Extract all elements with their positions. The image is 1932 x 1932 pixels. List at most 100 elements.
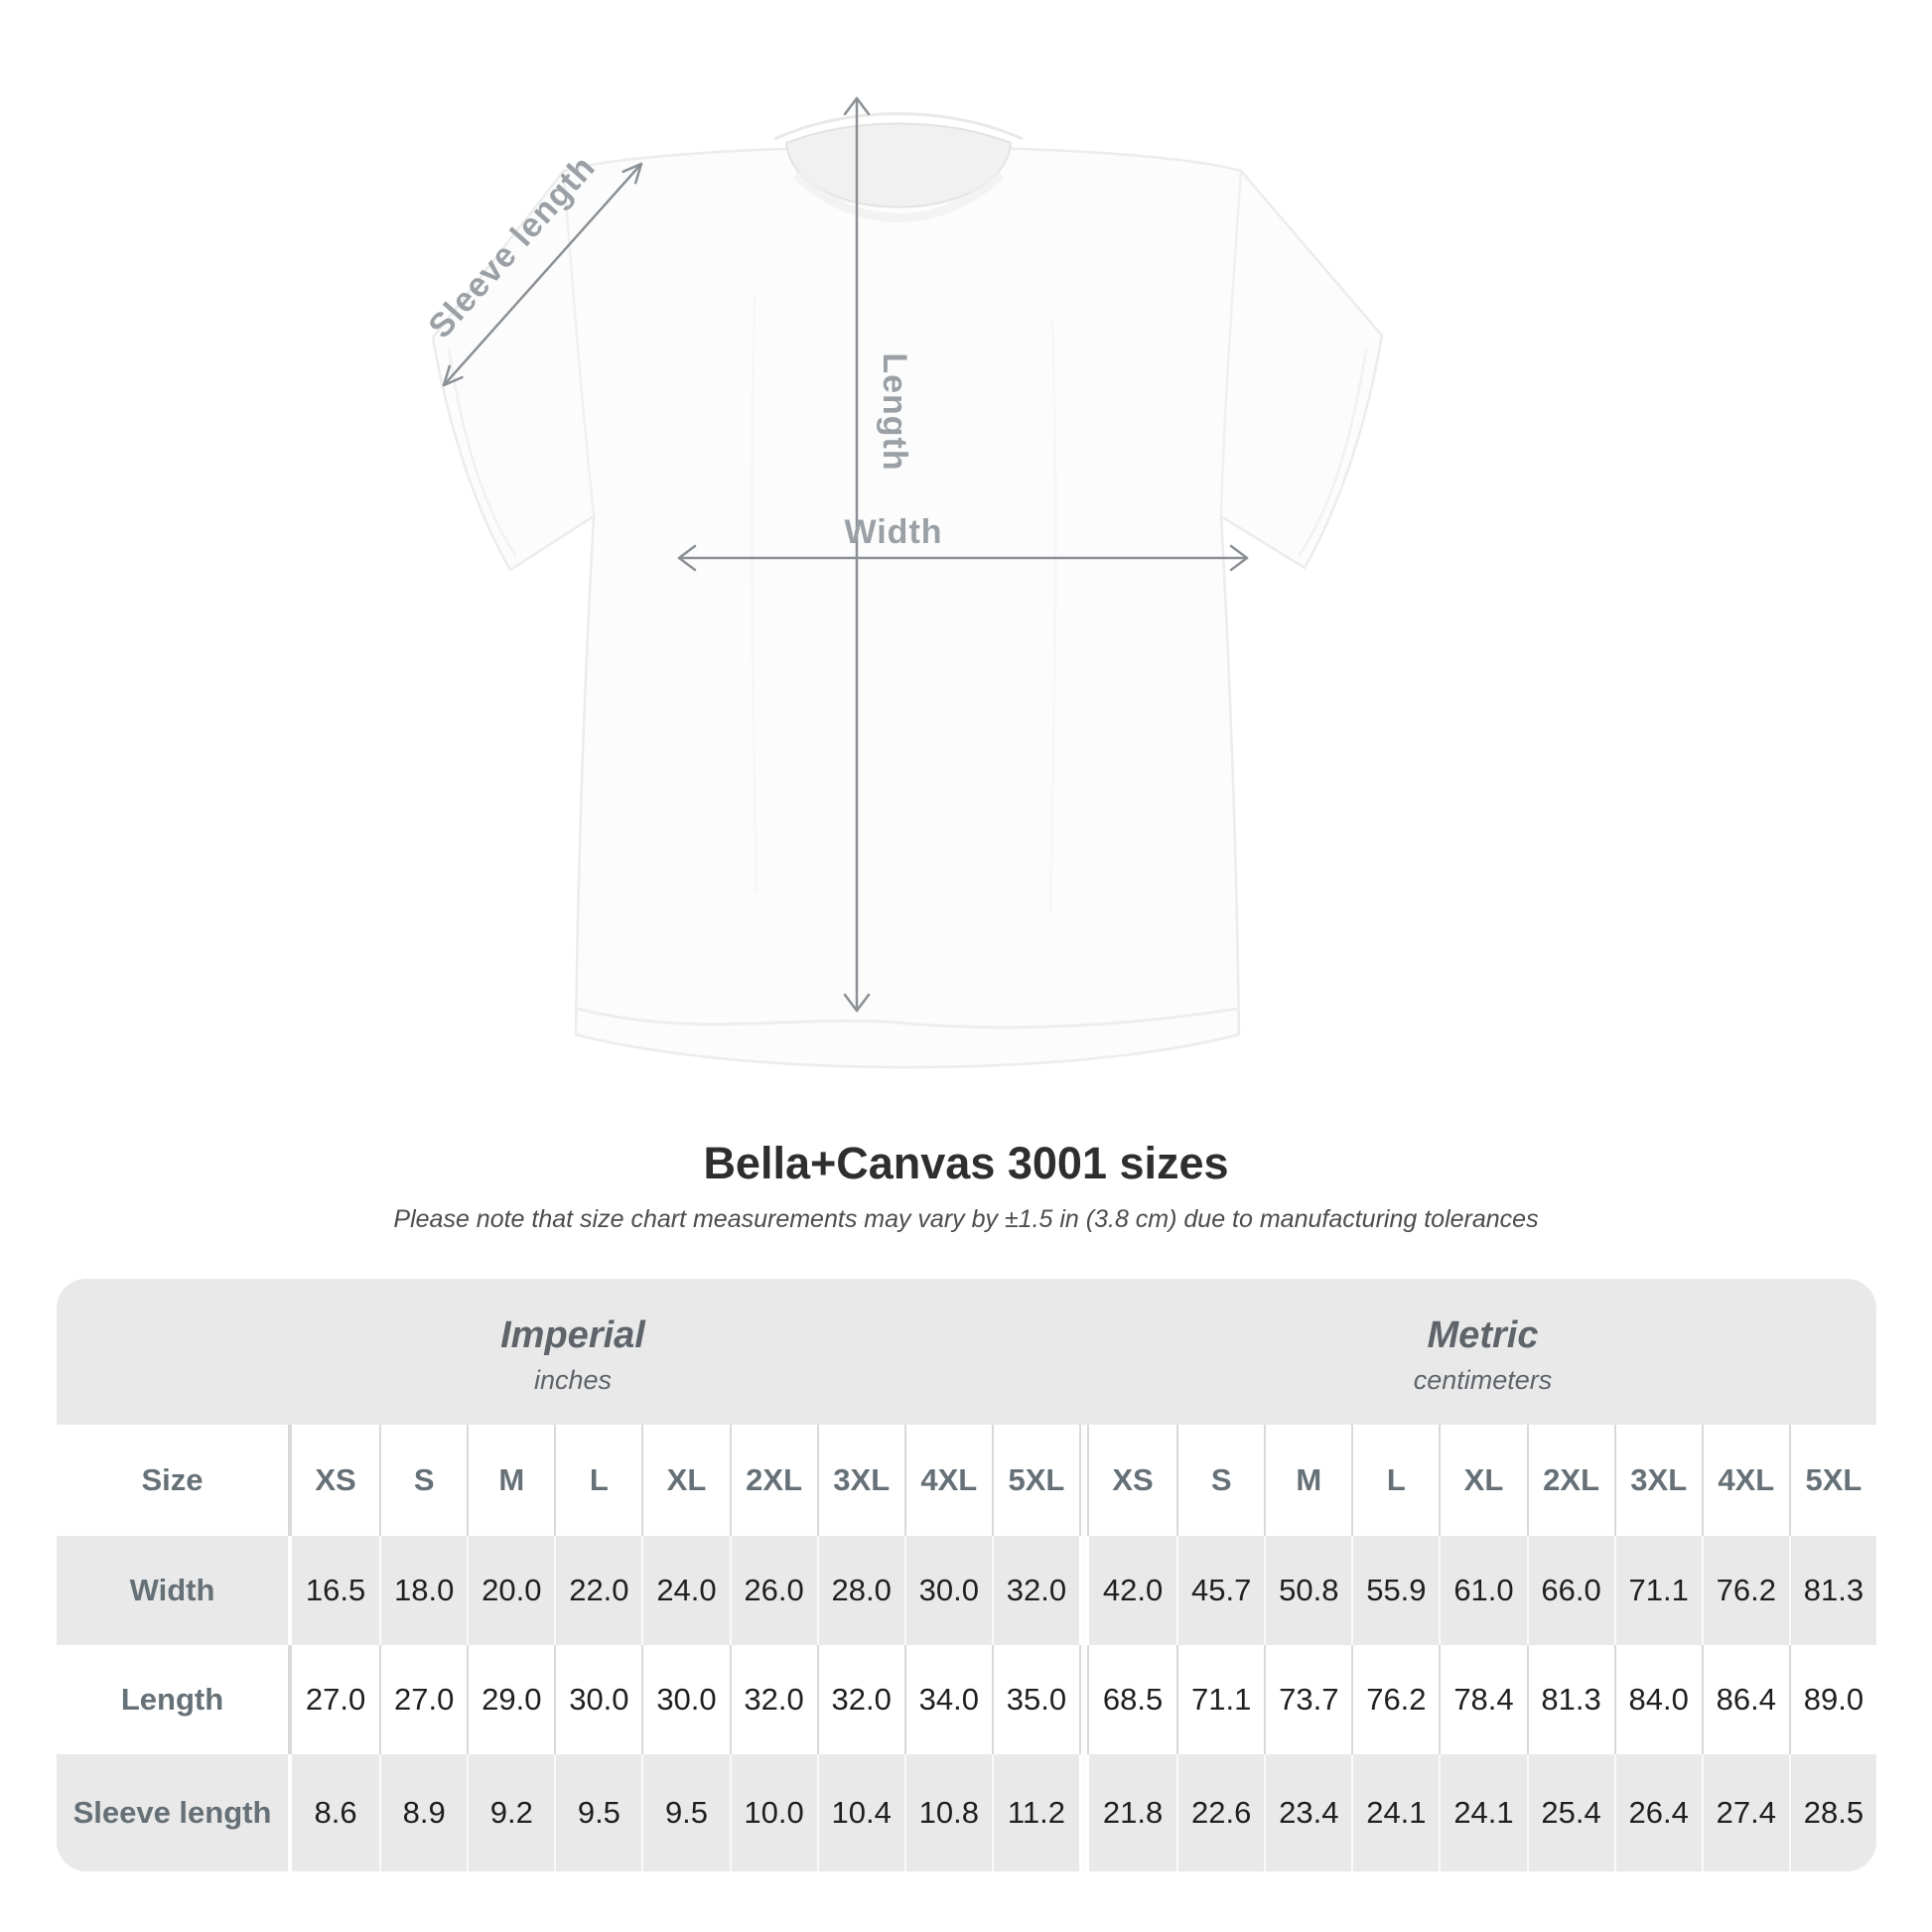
table-cell: 32.0 [816,1645,904,1754]
table-cell: 66.0 [1526,1536,1614,1645]
table-cell: 18.0 [379,1536,467,1645]
table-cell: 29.0 [467,1645,554,1754]
size-column-header: 3XL [816,1425,904,1536]
size-header-cell: Size [141,1462,204,1497]
label-divider [288,1645,292,1754]
table-cell: 20.0 [467,1536,554,1645]
table-cell: 9.5 [554,1754,641,1871]
sleeve-length-arrow [442,162,643,387]
imperial-section-header: Imperial inches [57,1279,1089,1425]
table-cell: 11.2 [991,1754,1079,1871]
table-row-sleeve-length: Sleeve length 8.6 8.9 9.2 9.5 9.5 10.0 1… [57,1754,1876,1871]
table-cell: 78.4 [1439,1645,1526,1754]
table-cell: 9.2 [467,1754,554,1871]
table-cell: 45.7 [1176,1536,1264,1645]
length-label: Length [876,352,913,471]
table-cell: 27.0 [305,1682,366,1717]
table-cell: 26.4 [1613,1754,1702,1871]
table-cell: 21.8 [1102,1795,1164,1830]
size-column-header: XL [1439,1425,1526,1536]
table-cell: 71.1 [1176,1645,1264,1754]
length-arrow [843,96,871,1013]
table-cell: 76.2 [1701,1536,1789,1645]
table-cell: 27.4 [1701,1754,1789,1871]
size-column-header: 5XL [991,1425,1079,1536]
table-cell: 24.0 [641,1536,729,1645]
table-cell: 81.3 [1788,1536,1876,1645]
label-divider [288,1536,292,1645]
table-cell: 28.0 [816,1536,904,1645]
width-arrow [677,544,1249,572]
row-label: Width [129,1573,215,1607]
size-column-header: 2XL [729,1425,817,1536]
size-column-header: L [554,1425,641,1536]
table-cell: 68.5 [1102,1682,1164,1717]
table-cell: 24.1 [1351,1754,1439,1871]
section-divider [1079,1425,1089,1536]
table-cell: 84.0 [1613,1645,1702,1754]
size-column-header: XS [315,1462,356,1497]
table-cell: 30.0 [641,1645,729,1754]
size-column-header: S [1176,1425,1264,1536]
size-column-header: S [379,1425,467,1536]
tshirt-illustration [431,112,1384,1069]
table-cell: 28.5 [1788,1754,1876,1871]
size-column-header: 2XL [1526,1425,1614,1536]
table-cell: 30.0 [903,1536,992,1645]
table-cell: 42.0 [1102,1573,1164,1607]
size-column-header: 4XL [903,1425,992,1536]
size-column-header: 3XL [1613,1425,1702,1536]
table-cell: 10.0 [729,1754,817,1871]
tshirt-graphic: Sleeve length Length Width [421,96,1384,1069]
page-title: Bella+Canvas 3001 sizes [703,1138,1229,1188]
table-cell: 73.7 [1264,1645,1351,1754]
section-divider [1079,1536,1089,1645]
width-label: Width [844,513,942,551]
collar-outline [773,112,1024,141]
size-column-header: XL [641,1425,729,1536]
table-cell: 26.0 [729,1536,817,1645]
table-cell: 25.4 [1526,1754,1614,1871]
row-label: Sleeve length [72,1795,272,1830]
metric-section-header: Metric centimeters [1089,1279,1876,1425]
table-cell: 34.0 [903,1645,992,1754]
tshirt-measurement-diagram: Sleeve length Length Width [421,96,1384,1069]
size-chart-table: Imperial inches Metric centimeters Size … [57,1279,1876,1871]
section-divider [1079,1754,1089,1871]
table-cell: 35.0 [991,1645,1079,1754]
table-cell: 9.5 [641,1754,729,1871]
table-cell: 8.6 [314,1795,357,1830]
measurement-arrows [442,96,1249,1013]
table-cell: 32.0 [991,1536,1079,1645]
table-cell: 50.8 [1264,1536,1351,1645]
table-cell: 22.0 [554,1536,641,1645]
size-column-header: L [1351,1425,1439,1536]
table-cell: 61.0 [1439,1536,1526,1645]
table-cell: 89.0 [1788,1645,1876,1754]
metric-unit-label: centimeters [1413,1364,1553,1395]
table-cell: 86.4 [1701,1645,1789,1754]
table-cell: 10.8 [903,1754,992,1871]
tolerance-note: Please note that size chart measurements… [393,1205,1539,1233]
table-cell: 24.1 [1439,1754,1526,1871]
table-cell: 30.0 [554,1645,641,1754]
size-column-header: M [467,1425,554,1536]
size-column-header: M [1264,1425,1351,1536]
size-column-header: 5XL [1788,1425,1876,1536]
table-row-width: Width 16.5 18.0 20.0 22.0 24.0 26.0 28.0… [57,1536,1876,1645]
table-cell: 81.3 [1526,1645,1614,1754]
table-cell: 76.2 [1351,1645,1439,1754]
table-cell: 32.0 [729,1645,817,1754]
table-cell: 27.0 [379,1645,467,1754]
table-cell: 23.4 [1264,1754,1351,1871]
metric-label: Metric [1427,1313,1539,1356]
label-divider [288,1754,292,1871]
label-divider [288,1425,292,1536]
row-label: Length [120,1682,224,1717]
neck-opening [784,122,1013,208]
table-cell: 16.5 [305,1573,366,1607]
imperial-unit-label: inches [533,1364,613,1395]
table-cell: 8.9 [379,1754,467,1871]
table-row-length: Length 27.0 27.0 29.0 30.0 30.0 32.0 32.… [57,1645,1876,1754]
